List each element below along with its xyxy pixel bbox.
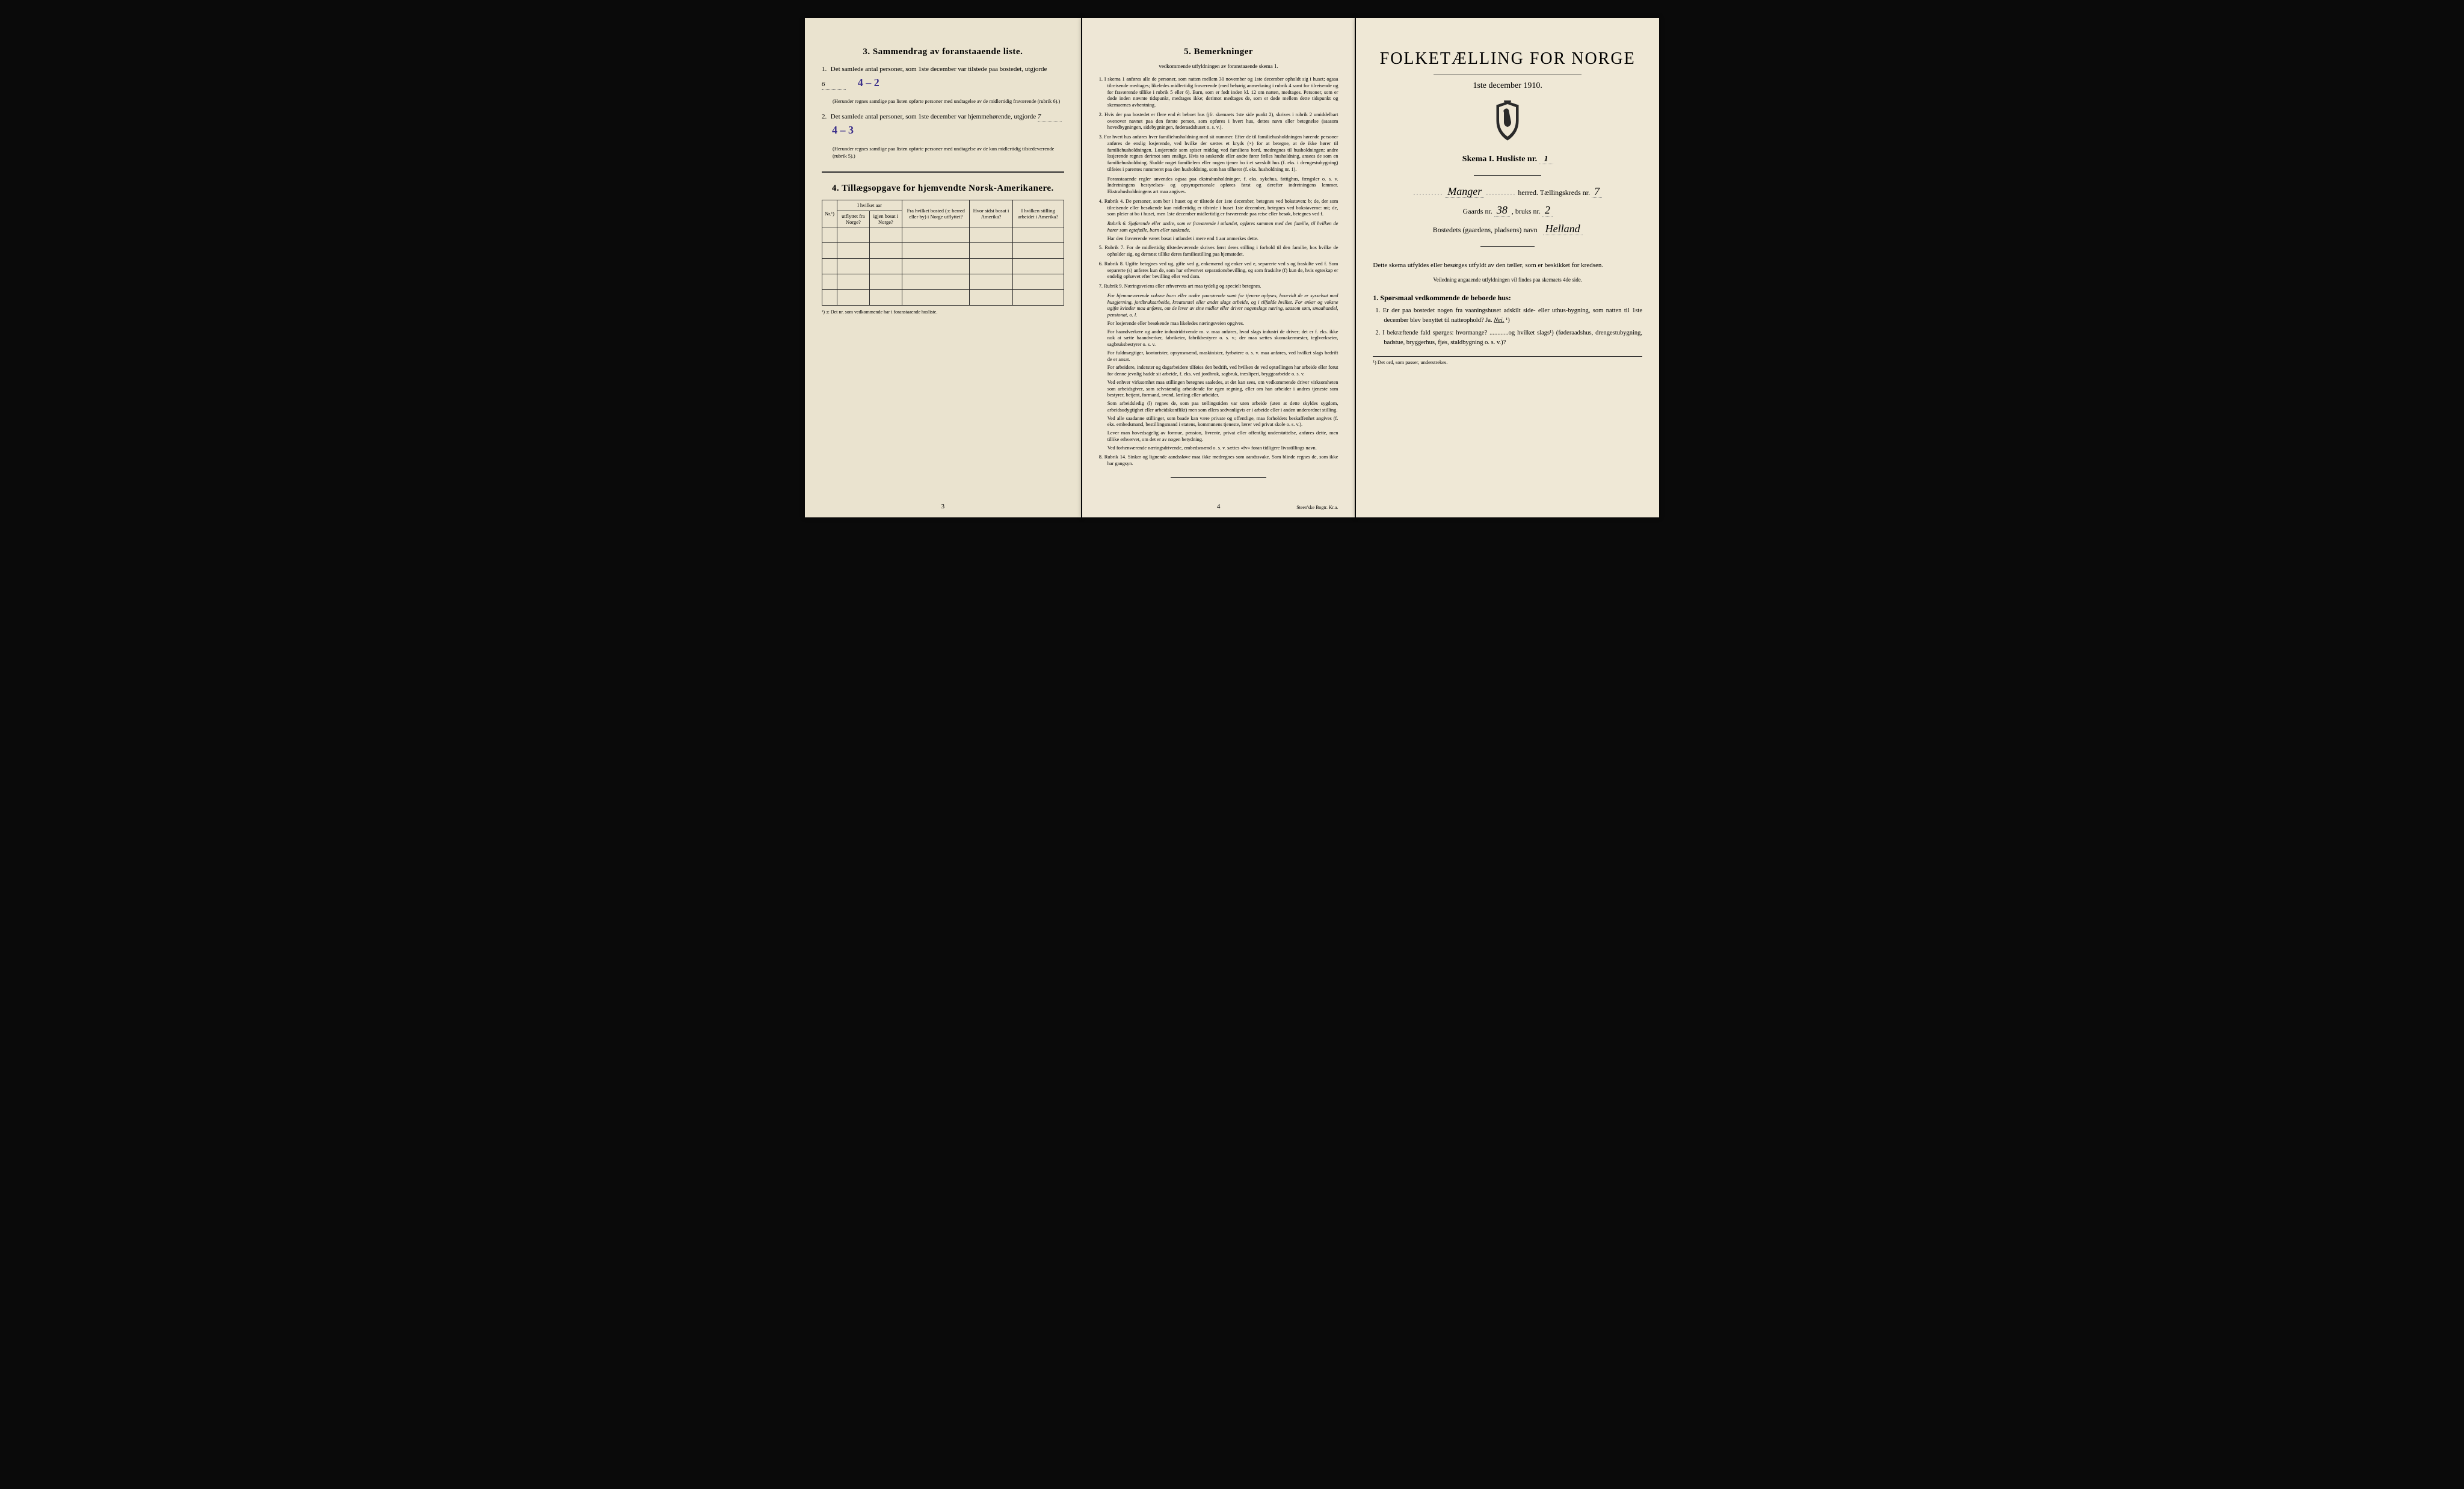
table-row xyxy=(822,227,1064,242)
table-row xyxy=(822,289,1064,305)
summary-item-2: 2. Det samlede antal personer, som 1ste … xyxy=(822,112,1064,139)
herred-field: .......... Manger .......... herred. Tæl… xyxy=(1373,185,1642,198)
remark-7i: Lever man hovedsagelig av formue, pensio… xyxy=(1107,430,1338,443)
page-number-3: 3 xyxy=(941,503,945,510)
remark-5: 5. Rubrik 7. For de midlertidig tilstede… xyxy=(1099,245,1338,258)
remark-4: 4. Rubrik 4. De personer, som bor i huse… xyxy=(1099,199,1338,218)
remark-7j: Ved forhenværende næringsdrivende, embed… xyxy=(1107,445,1338,452)
coat-of-arms-icon xyxy=(1491,100,1524,143)
q1-answer: Nei. xyxy=(1494,317,1504,324)
item1-text: Det samlede antal personer, som 1ste dec… xyxy=(831,66,1047,73)
remark-4b: Har den fraværende været bosat i utlande… xyxy=(1107,236,1338,242)
th-nr: Nr.¹) xyxy=(822,200,837,227)
question-1: 1. Er der paa bostedet nogen fra vaaning… xyxy=(1384,306,1642,325)
th-year-back: igjen bosat i Norge? xyxy=(869,211,902,227)
page-3: 3. Sammendrag av foranstaaende liste. 1.… xyxy=(805,18,1081,517)
cover-page: FOLKETÆLLING FOR NORGE 1ste december 191… xyxy=(1356,18,1659,517)
gaard-label: Gaards nr. xyxy=(1463,207,1492,215)
remark-7g: Som arbeidsledig (l) regnes de, som paa … xyxy=(1107,401,1338,414)
thin-divider xyxy=(1171,477,1266,478)
section5-title: 5. Bemerkninger xyxy=(1099,47,1338,57)
item1-note: (Herunder regnes samtlige paa listen opf… xyxy=(833,98,1064,105)
remark-7b: For losjerende eller besøkende maa likel… xyxy=(1107,321,1338,327)
th-occup: I hvilken stilling arbeidet i Amerika? xyxy=(1012,200,1064,227)
fill-sub: Veiledning angaaende utfyldningen vil fi… xyxy=(1373,277,1642,283)
table-row xyxy=(822,274,1064,289)
section4-title: 4. Tillægsopgave for hjemvendte Norsk-Am… xyxy=(822,183,1064,194)
remark-7c: For haandverkere og andre industridriven… xyxy=(1107,329,1338,348)
th-year-out: utflyttet fra Norge? xyxy=(837,211,870,227)
page-number-4: 4 xyxy=(1217,503,1221,510)
table-row xyxy=(822,258,1064,274)
q1-suffix: ¹) xyxy=(1506,317,1510,324)
herred-label: herred. Tællingskreds nr. xyxy=(1518,188,1590,197)
remark-1: 1. I skema 1 anføres alle de personer, s… xyxy=(1099,76,1338,109)
divider xyxy=(822,171,1064,173)
bosted-label: Bostedets (gaardens, pladsens) navn xyxy=(1433,226,1538,234)
item2-text: Det samlede antal personer, som 1ste dec… xyxy=(831,113,1036,120)
th-from: Fra hvilket bosted (ɔ: herred eller by) … xyxy=(902,200,970,227)
kreds-nr: 7 xyxy=(1592,185,1602,198)
bosted-value: Helland xyxy=(1543,223,1583,235)
husliste-nr: 1 xyxy=(1539,155,1553,164)
remark-7a: For hjemmeværende voksne barn eller andr… xyxy=(1107,293,1338,319)
gaard-field: Gaards nr. 38 , bruks nr. 2 xyxy=(1373,204,1642,217)
questions-heading: 1. Spørsmaal vedkommende de beboede hus: xyxy=(1373,294,1642,303)
cover-footnote: ¹) Det ord, som passer, understrekes. xyxy=(1373,359,1642,365)
remark-8: 8. Rubrik 14. Sinker og lignende aandssl… xyxy=(1099,454,1338,467)
item1-value: 6 xyxy=(822,81,825,88)
section5-sub: vedkommende utfyldningen av foranstaaend… xyxy=(1099,63,1338,69)
document-spread: 3. Sammendrag av foranstaaende liste. 1.… xyxy=(805,18,1659,517)
mid-rule xyxy=(1480,246,1535,247)
item1-handwritten: 4 – 2 xyxy=(854,76,883,88)
remark-6: 6. Rubrik 8. Ugifte betegnes ved ug, gif… xyxy=(1099,261,1338,280)
item2-value: 7 xyxy=(1038,113,1041,120)
questions-list: 1. Er der paa bostedet nogen fra vaaning… xyxy=(1373,306,1642,348)
norsk-amerikanere-table: Nr.¹) I hvilket aar Fra hvilket bosted (… xyxy=(822,200,1064,306)
th-year-group: I hvilket aar xyxy=(837,200,902,211)
remark-7: 7. Rubrik 9. Næringsveiens eller erhverv… xyxy=(1099,283,1338,290)
remark-3: 3. For hvert hus anføres hver familiehus… xyxy=(1099,134,1338,173)
question-2: 2. I bekræftende fald spørges: hvormange… xyxy=(1384,328,1642,348)
census-title: FOLKETÆLLING FOR NORGE xyxy=(1373,49,1642,69)
page-4: 5. Bemerkninger vedkommende utfyldningen… xyxy=(1082,18,1355,517)
remark-3a: Foranstaaende regler anvendes ogsaa paa … xyxy=(1107,176,1338,196)
remark-2: 2. Hvis der paa bostedet er flere end ét… xyxy=(1099,112,1338,131)
schema-rule xyxy=(1474,175,1541,176)
gaard-nr: 38 xyxy=(1494,204,1510,217)
remarks-list: 1. I skema 1 anføres alle de personer, s… xyxy=(1099,76,1338,467)
item2-note: (Herunder regnes samtlige paa listen opf… xyxy=(833,146,1064,159)
herred-value: Manger xyxy=(1445,185,1484,198)
census-date: 1ste december 1910. xyxy=(1373,81,1642,91)
bosted-field: Bostedets (gaardens, pladsens) navn Hell… xyxy=(1373,223,1642,235)
item2-handwritten: 4 – 3 xyxy=(828,124,857,136)
summary-item-1: 1. Det samlede antal personer, som 1ste … xyxy=(822,64,1064,91)
remark-4a: Rubrik 6. Sjøfarende eller andre, som er… xyxy=(1107,221,1338,234)
remark-7h: Ved alle saadanne stillinger, som baade … xyxy=(1107,416,1338,429)
bruk-nr: 2 xyxy=(1542,204,1553,217)
schema-line: Skema I. Husliste nr. 1 xyxy=(1373,155,1642,164)
printer-mark: Steen'ske Bogtr. Kr.a. xyxy=(1296,505,1338,510)
th-where: Hvor sidst bosat i Amerika? xyxy=(970,200,1012,227)
remark-7e: For arbeidere, inderster og dagarbeidere… xyxy=(1107,365,1338,378)
remark-7f: Ved enhver virksomhet maa stillingen bet… xyxy=(1107,380,1338,399)
remark-7d: For fuldmægtiger, kontorister, opsynsmæn… xyxy=(1107,350,1338,363)
table-footnote: ¹) ɔ: Det nr. som vedkommende har i fora… xyxy=(822,309,1064,315)
foot-rule xyxy=(1373,356,1642,357)
schema-label: Skema I. Husliste nr. xyxy=(1462,155,1537,164)
bruk-label: , bruks nr. xyxy=(1512,207,1541,215)
fill-instruction: Dette skema utfyldes eller besørges utfy… xyxy=(1373,261,1642,271)
section3-title: 3. Sammendrag av foranstaaende liste. xyxy=(822,47,1064,57)
table-row xyxy=(822,242,1064,258)
